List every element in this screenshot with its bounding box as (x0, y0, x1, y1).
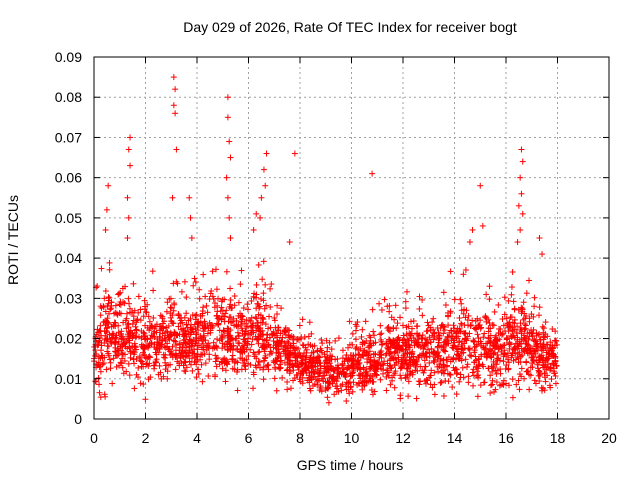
grid-lines (94, 57, 609, 419)
data-points (91, 74, 560, 406)
